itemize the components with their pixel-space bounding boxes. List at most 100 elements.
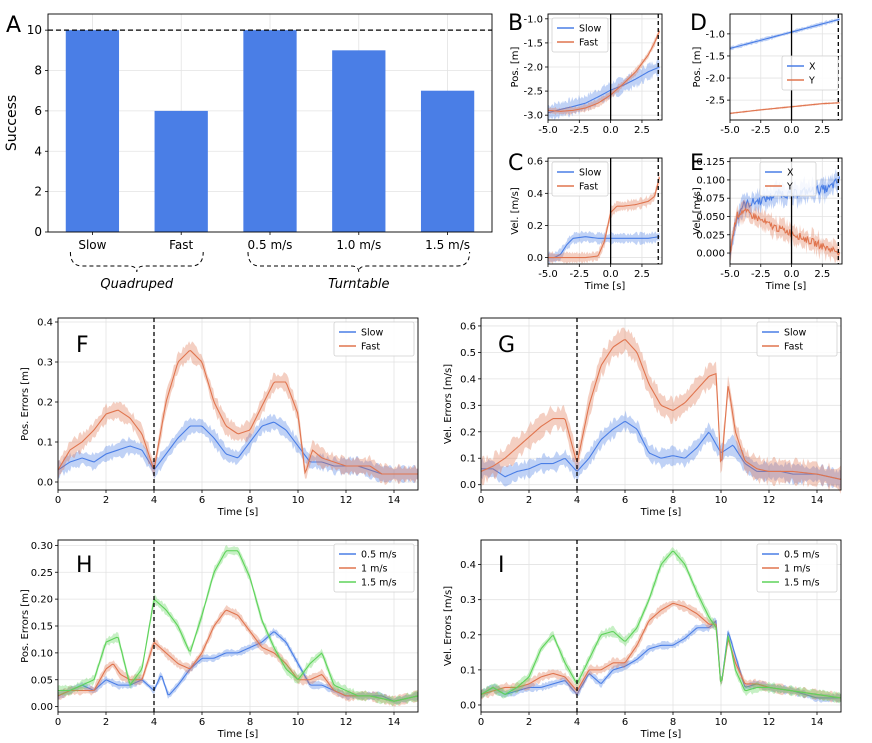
x-axis-label: Time [s] xyxy=(765,281,807,292)
y-tick-label: 0.6 xyxy=(460,321,476,332)
panel-g: 0 2 4 6 8 10 12 14 0.0 0.1 0.2 0.3 0.4 0.5 0.6 Time [s]… xyxy=(443,317,842,518)
x-tick-label: 2 xyxy=(103,495,109,506)
y-tick-label: 0.100 xyxy=(696,175,725,186)
y-tick-label: 0.20 xyxy=(31,595,53,606)
x-axis-label: Time [s] xyxy=(584,281,626,292)
legend-label: Fast xyxy=(579,182,598,193)
legend-label: 1.5 m/s xyxy=(361,578,397,589)
y-tick-label: 0.00 xyxy=(31,702,53,713)
panel-letter: I xyxy=(498,553,505,578)
y-tick-label: 0.05 xyxy=(31,675,53,686)
y-tick-label: 2 xyxy=(34,185,42,199)
x-tick-label: 4 xyxy=(151,717,157,728)
y-axis-label: Pos. Errors [m] xyxy=(20,367,31,441)
x-tick-label: 0 xyxy=(55,495,61,506)
series-line xyxy=(729,18,840,49)
bar-0-5-m-s xyxy=(243,30,297,232)
panel-b: -5.0 -2.5 0.0 2.5 -1.0 -1.5 -2.0 -2.5 -3.0 Pos. [… xyxy=(508,11,663,136)
y-tick-label: 0.0 xyxy=(527,253,543,264)
x-tick-label: 2.5 xyxy=(634,125,650,136)
y-tick-label: 0.3 xyxy=(37,358,53,369)
x-tick-label: 6 xyxy=(622,495,628,506)
panel-e: -5.0 -2.5 0.0 2.5 0.000 0.025 0.050 0.075 0.100 0… xyxy=(690,151,843,292)
x-tick-label: -2.5 xyxy=(751,125,771,136)
series-line xyxy=(548,177,661,259)
legend-label: Slow xyxy=(784,328,806,339)
series-line xyxy=(480,550,842,699)
y-tick-label: 0.1 xyxy=(460,454,476,465)
panel-a: 0 2 4 6 8 10 Slow Fast 0.5 m/s 1.0 m/s 1.5 m/s Succ… xyxy=(4,13,493,292)
y-axis-label: Success xyxy=(4,95,20,151)
x-tick-label: 14 xyxy=(811,495,824,506)
x-tick-label: -5.0 xyxy=(538,125,558,136)
series-line xyxy=(729,176,841,255)
x-tick-label: 0 xyxy=(55,717,61,728)
x-tick-label: 0.0 xyxy=(603,269,619,280)
legend-label: Y xyxy=(808,76,815,87)
axes-frame xyxy=(57,539,419,713)
legend-label: 1 m/s xyxy=(784,564,811,575)
panel-letter: H xyxy=(76,553,93,578)
x-tick-label: 0 xyxy=(478,495,484,506)
x-tick-label: 2 xyxy=(526,495,532,506)
y-tick-label: 0.125 xyxy=(696,157,725,168)
series-band xyxy=(481,410,841,490)
series-line xyxy=(57,609,419,702)
legend-box xyxy=(781,55,839,91)
y-tick-label: 4 xyxy=(34,144,42,158)
y-tick-label: 0.3 xyxy=(460,595,476,606)
y-tick-label: -2.0 xyxy=(523,63,543,74)
axes-frame xyxy=(729,13,843,121)
series-line xyxy=(729,102,840,114)
category-label: 0.5 m/s xyxy=(248,238,293,252)
series-band xyxy=(548,58,660,121)
y-tick-label: 0.10 xyxy=(31,648,53,659)
y-tick-label: 6 xyxy=(34,104,42,118)
y-axis-label: Vel. Errors [m/s] xyxy=(443,364,454,444)
x-axis-label: Time [s] xyxy=(640,507,682,518)
x-tick-label: 0.0 xyxy=(603,125,619,136)
legend-label: Fast xyxy=(579,38,598,49)
y-tick-label: 0.1 xyxy=(37,438,53,449)
category-label: Slow xyxy=(78,238,106,252)
y-tick-label: 0.4 xyxy=(37,318,53,329)
series-band xyxy=(58,341,418,485)
y-tick-label: 0.30 xyxy=(31,541,53,552)
legend-label: Fast xyxy=(361,342,380,353)
panel-c: -5.0 -2.5 0.0 2.5 0.0 0.2 0.4 0.6 Time [s] Vel. [… xyxy=(508,151,663,292)
group-label: Quadruped xyxy=(100,277,174,292)
axes-frame xyxy=(47,13,493,233)
series-band xyxy=(58,413,418,484)
y-tick-label: 0.5 xyxy=(460,348,476,359)
panel-letter: E xyxy=(690,151,704,176)
legend-label: 1.5 m/s xyxy=(784,578,820,589)
y-tick-label: 0.000 xyxy=(696,249,725,260)
legend-label: Slow xyxy=(361,328,383,339)
y-tick-label: 0.0 xyxy=(460,480,476,491)
bar-fast xyxy=(154,110,208,232)
x-axis-label: Time [s] xyxy=(217,729,259,740)
x-tick-label: 2.5 xyxy=(634,269,650,280)
y-tick-label: -1.5 xyxy=(705,51,725,62)
y-tick-label: -1.0 xyxy=(705,29,725,40)
x-tick-label: 14 xyxy=(388,717,401,728)
y-tick-label: 0.2 xyxy=(527,221,543,232)
y-tick-label: 10 xyxy=(27,23,42,37)
legend-label: X xyxy=(809,62,816,73)
y-tick-label: 0.6 xyxy=(527,157,543,168)
series-line xyxy=(547,66,660,114)
y-tick-label: 0.2 xyxy=(37,398,53,409)
series-band xyxy=(481,327,841,494)
legend-label: 0.5 m/s xyxy=(784,550,820,561)
category-label: 1.0 m/s xyxy=(336,238,381,252)
x-tick-label: 6 xyxy=(199,717,205,728)
y-tick-label: -3.0 xyxy=(523,111,543,122)
legend-label: 1 m/s xyxy=(361,564,388,575)
x-tick-label: 0.0 xyxy=(784,269,800,280)
x-tick-label: 6 xyxy=(199,495,205,506)
x-tick-label: 8 xyxy=(670,495,676,506)
legend-box xyxy=(551,161,609,197)
bar-1-5-m-s xyxy=(420,90,475,232)
